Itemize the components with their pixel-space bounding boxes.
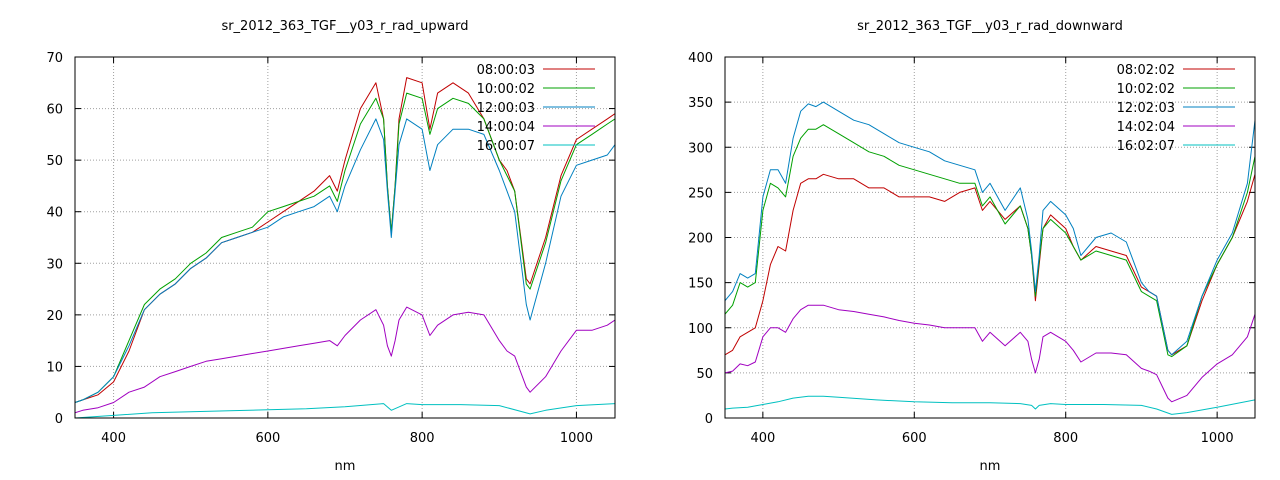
y-tick-label: 0	[705, 412, 713, 427]
y-tick-label: 100	[688, 322, 713, 337]
y-tick-label: 350	[688, 96, 713, 111]
series-line-4	[725, 304, 1255, 403]
series-line-4	[75, 306, 615, 414]
chart-title: sr_2012_363_TGF__y03_r_rad_upward	[221, 19, 468, 34]
series-line-2	[725, 124, 1255, 358]
y-tick-label: 70	[46, 51, 63, 66]
y-tick-label: 40	[46, 206, 63, 221]
y-tick-label: 150	[688, 277, 713, 292]
series-line-5	[75, 403, 615, 418]
x-tick-label: 1000	[560, 431, 593, 446]
y-tick-label: 400	[688, 51, 713, 66]
x-tick-label: 600	[902, 431, 927, 446]
legend-label: 10:00:02	[477, 82, 535, 97]
legend-label: 08:02:02	[1117, 63, 1175, 78]
x-tick-label: 400	[101, 431, 126, 446]
x-tick-label: 400	[750, 431, 775, 446]
y-tick-label: 300	[688, 141, 713, 156]
y-tick-label: 50	[696, 367, 713, 382]
x-tick-label: 600	[255, 431, 280, 446]
chart-title: sr_2012_363_TGF__y03_r_rad_downward	[857, 19, 1123, 34]
legend-label: 14:00:04	[477, 120, 535, 135]
legend-label: 14:02:04	[1117, 120, 1175, 135]
legend-label: 08:00:03	[477, 63, 535, 78]
legend-label: 10:02:02	[1117, 82, 1175, 97]
y-tick-label: 250	[688, 186, 713, 201]
x-tick-label: 800	[1053, 431, 1078, 446]
y-tick-label: 30	[46, 257, 63, 272]
plot-frame	[724, 56, 1256, 419]
x-axis-label: nm	[335, 459, 356, 474]
y-tick-label: 50	[46, 154, 63, 169]
series-line-2	[75, 92, 615, 403]
x-tick-label: 1000	[1201, 431, 1234, 446]
plot-area	[725, 101, 1255, 415]
legend-label: 12:00:03	[477, 101, 535, 116]
plot-area	[75, 77, 615, 418]
plot-frame	[74, 56, 616, 419]
y-tick-label: 20	[46, 309, 63, 324]
legend-label: 16:00:07	[477, 139, 535, 154]
legend-label: 12:02:03	[1117, 101, 1175, 116]
y-tick-label: 0	[55, 412, 63, 427]
series-line-3	[75, 118, 615, 403]
series-line-5	[725, 395, 1255, 415]
y-tick-label: 10	[46, 360, 63, 375]
x-axis-label: nm	[980, 459, 1001, 474]
y-tick-label: 60	[46, 103, 63, 118]
series-line-3	[725, 101, 1255, 356]
x-tick-label: 800	[410, 431, 435, 446]
chart-2: sr_2012_363_TGF__y03_r_rad_downward 400 60…	[688, 19, 1256, 474]
y-tick-label: 200	[688, 232, 713, 247]
legend-label: 16:02:07	[1117, 139, 1175, 154]
